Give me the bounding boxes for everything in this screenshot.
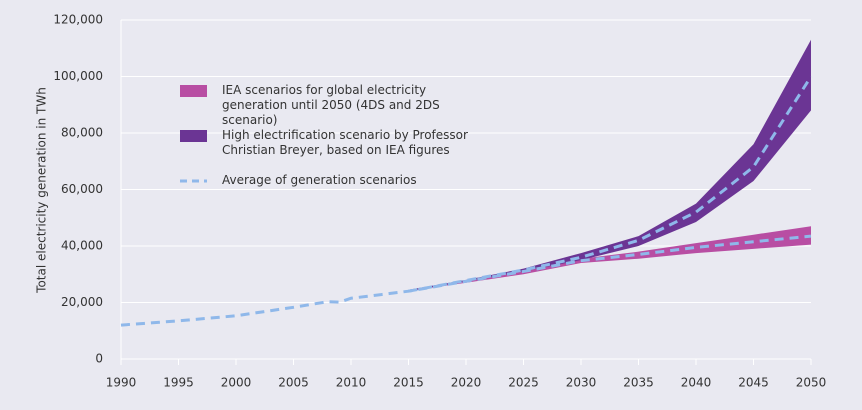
x-tick-label: 2030	[566, 376, 597, 390]
legend-label: IEA scenarios for global electricity gen…	[222, 83, 440, 127]
x-tick-label: 1990	[106, 376, 137, 390]
y-tick-label: 40,000	[61, 239, 103, 253]
y-tick-label: 60,000	[61, 182, 103, 196]
x-tick-label: 2000	[221, 376, 252, 390]
legend-item: High electrification scenario by Profess…	[180, 128, 482, 158]
x-tick-label: 2035	[623, 376, 654, 390]
legend-swatch	[180, 179, 207, 183]
legend-swatch	[180, 130, 207, 142]
legend-label: High electrification scenario by Profess…	[222, 128, 468, 157]
y-tick-label: 120,000	[53, 13, 103, 27]
legend-item: IEA scenarios for global electricity gen…	[180, 83, 482, 128]
x-tick-label: 2010	[336, 376, 367, 390]
legend-label: Average of generation scenarios	[222, 173, 417, 187]
x-tick-label: 2020	[451, 376, 482, 390]
legend-swatch	[180, 85, 207, 97]
y-tick-label: 100,000	[53, 69, 103, 83]
legend-item: Average of generation scenarios	[180, 173, 482, 188]
y-tick-label: 20,000	[61, 295, 103, 309]
x-tick-label: 2025	[508, 376, 539, 390]
x-tick-label: 1995	[163, 376, 194, 390]
x-tick-label: 2050	[796, 376, 827, 390]
x-tick-label: 2015	[393, 376, 424, 390]
x-tick-label: 2040	[681, 376, 712, 390]
average-line	[408, 75, 813, 293]
x-tick-label: 2045	[738, 376, 769, 390]
y-axis-label: Total electricity generation in TWh	[35, 87, 49, 294]
y-tick-label: 80,000	[61, 126, 103, 140]
scenario-band	[408, 39, 811, 292]
y-tick-label: 0	[95, 352, 103, 366]
x-tick-label: 2005	[278, 376, 309, 390]
